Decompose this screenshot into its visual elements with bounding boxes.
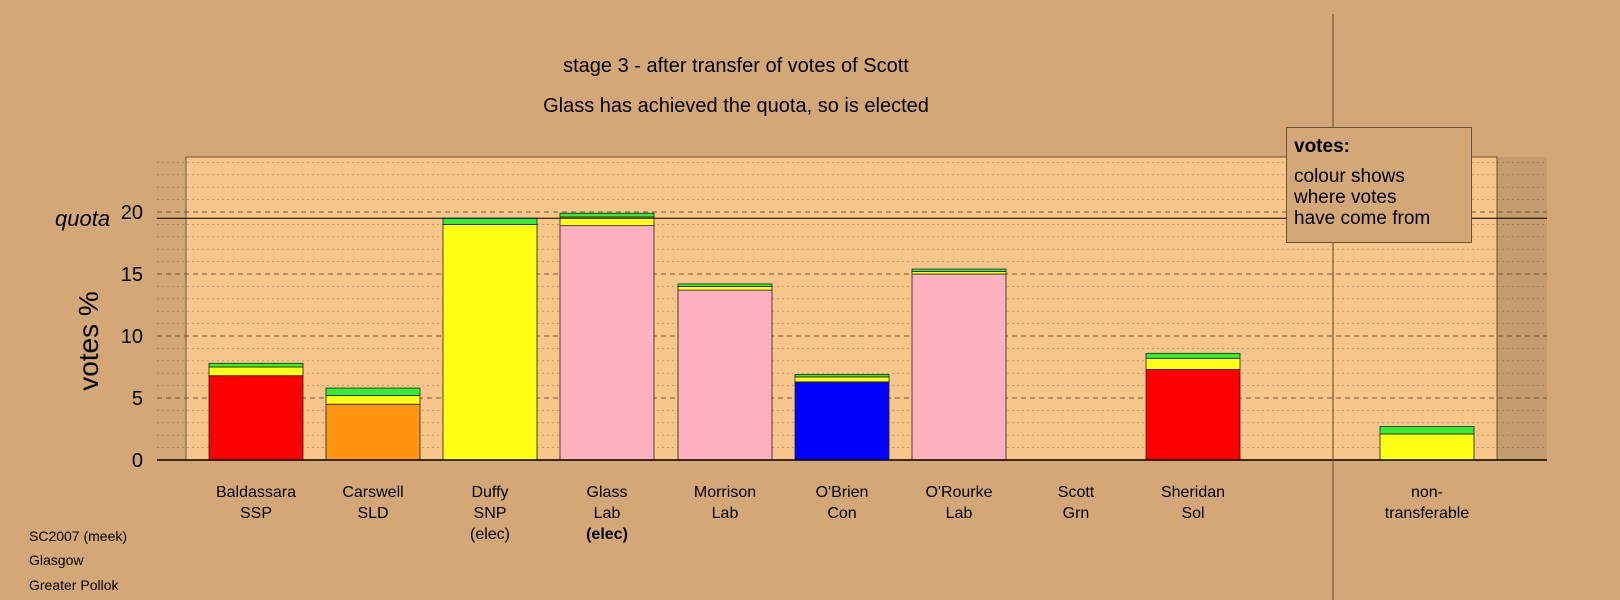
category-party-label: Con bbox=[827, 505, 856, 522]
category-party-label: Lab bbox=[594, 505, 621, 522]
category-party-label: SNP bbox=[474, 505, 507, 522]
category-party-label: Lab bbox=[946, 505, 973, 522]
bar-segment-snp bbox=[1379, 433, 1475, 461]
x-axis-labels: Baldassara SSP Carswell SLD Duffy SNP (elec) Gl… bbox=[216, 484, 1469, 543]
bar-segment-grn bbox=[325, 387, 421, 396]
category-name-label: O'Rourke bbox=[925, 484, 992, 501]
footer-constituency: Greater Pollok bbox=[29, 577, 119, 593]
bar-6 bbox=[911, 268, 1007, 461]
category-name-label: Scott bbox=[1058, 484, 1095, 501]
bar-segment-snp bbox=[442, 223, 538, 461]
bar-segment-con bbox=[794, 381, 890, 461]
footer-source: SC2007 (meek) bbox=[29, 528, 128, 544]
bar-segment-snp bbox=[325, 395, 421, 405]
category-note-label: (elec) bbox=[586, 526, 628, 543]
category-name-label: Carswell bbox=[342, 484, 403, 501]
bar-segment-snp bbox=[677, 285, 773, 291]
y-axis: 0 5 10 15 20 bbox=[121, 202, 143, 472]
y-axis-title: votes % bbox=[73, 291, 104, 391]
category-name-label: Morrison bbox=[694, 484, 756, 501]
category-name-label: O'Brien bbox=[816, 484, 869, 501]
category-note-label: (elec) bbox=[470, 526, 510, 543]
category-party-label: transferable bbox=[1385, 505, 1470, 522]
bar-segment-snp bbox=[794, 376, 890, 383]
legend-body: colour shows where votes have come from bbox=[1294, 166, 1431, 229]
category-party-label: Sol bbox=[1181, 505, 1204, 522]
bars bbox=[208, 212, 1475, 461]
bar-segment-grn bbox=[794, 374, 890, 378]
legend-title: votes: bbox=[1294, 136, 1350, 157]
y-tick-label: 0 bbox=[132, 450, 143, 472]
bar-9 bbox=[1379, 426, 1475, 461]
bar-5 bbox=[794, 374, 890, 461]
category-party-label: Grn bbox=[1063, 505, 1090, 522]
bar-segment-lab bbox=[911, 273, 1007, 461]
bar-segment-ssp bbox=[208, 375, 304, 461]
category-name-label: Glass bbox=[587, 484, 628, 501]
bar-segment-lab bbox=[677, 289, 773, 461]
legend-box: votes: colour shows where votes have com… bbox=[1286, 127, 1472, 243]
bar-segment-grn bbox=[911, 268, 1007, 272]
bar-segment-grn bbox=[1145, 352, 1241, 359]
footer-region: Glasgow bbox=[29, 552, 84, 568]
bar-segment-snp bbox=[208, 366, 304, 377]
category-party-label: SSP bbox=[240, 505, 272, 522]
chart-subtitle: Glass has achieved the quota, so is elec… bbox=[543, 95, 929, 117]
bar-segment-grn bbox=[442, 217, 538, 225]
bar-4 bbox=[677, 283, 773, 461]
bar-0 bbox=[208, 362, 304, 461]
chart-title: stage 3 - after transfer of votes of Sco… bbox=[563, 55, 909, 77]
category-name-label: Baldassara bbox=[216, 484, 296, 501]
category-party-label: SLD bbox=[357, 505, 388, 522]
plot-area-right-shade bbox=[1497, 157, 1547, 460]
bar-segment-grn bbox=[677, 283, 773, 287]
y-tick-label: 10 bbox=[121, 326, 143, 348]
bar-1 bbox=[325, 387, 421, 461]
quota-label: quota bbox=[55, 206, 110, 231]
bar-segment-sld bbox=[325, 403, 421, 461]
category-party-label: Lab bbox=[712, 505, 739, 522]
bar-segment-grn bbox=[1379, 426, 1475, 435]
bar-segment-grn bbox=[208, 362, 304, 368]
bar-3 bbox=[559, 212, 655, 461]
bar-segment-lab bbox=[559, 225, 655, 461]
bar-segment-grn bbox=[559, 212, 655, 218]
bar-segment-sol bbox=[1145, 369, 1241, 461]
bar-8 bbox=[1145, 352, 1241, 461]
y-tick-label: 20 bbox=[121, 202, 143, 224]
category-name-label: Sheridan bbox=[1161, 484, 1225, 501]
y-tick-label: 5 bbox=[132, 388, 143, 410]
bar-2 bbox=[442, 217, 538, 461]
y-tick-label: 15 bbox=[121, 264, 143, 286]
bar-segment-snp bbox=[1145, 357, 1241, 370]
category-name-label: Duffy bbox=[471, 484, 508, 501]
category-name-label: non- bbox=[1411, 484, 1443, 501]
